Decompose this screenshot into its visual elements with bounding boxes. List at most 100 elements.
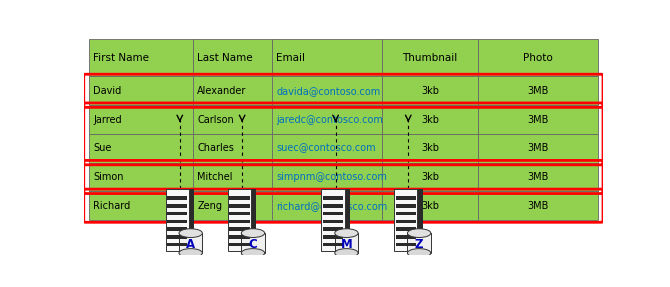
Bar bbox=[193, 76, 272, 105]
Text: 3MB: 3MB bbox=[527, 86, 549, 96]
Bar bbox=[478, 76, 598, 105]
Bar bbox=[89, 191, 193, 220]
Ellipse shape bbox=[241, 229, 265, 237]
Text: M: M bbox=[340, 238, 352, 251]
Bar bbox=[478, 134, 598, 163]
Text: First Name: First Name bbox=[93, 53, 149, 63]
Text: 3kb: 3kb bbox=[421, 115, 439, 125]
Text: 3MB: 3MB bbox=[527, 201, 549, 211]
Text: davida@contoso.com: davida@contoso.com bbox=[276, 86, 381, 96]
Bar bbox=[167, 197, 188, 200]
Bar bbox=[193, 134, 272, 163]
Bar bbox=[167, 227, 188, 231]
Text: Last Name: Last Name bbox=[198, 53, 253, 63]
Bar bbox=[167, 212, 188, 216]
Text: A: A bbox=[186, 238, 195, 251]
Bar bbox=[89, 134, 193, 163]
Bar bbox=[395, 197, 416, 200]
Bar bbox=[323, 220, 343, 223]
Bar bbox=[478, 39, 598, 76]
Text: 3kb: 3kb bbox=[421, 172, 439, 182]
Bar bbox=[395, 243, 416, 246]
Bar bbox=[228, 189, 251, 251]
Bar bbox=[89, 163, 193, 191]
Bar bbox=[89, 39, 193, 76]
Bar bbox=[167, 204, 188, 208]
Bar bbox=[395, 212, 416, 216]
Text: Simon: Simon bbox=[93, 172, 123, 182]
Bar bbox=[381, 39, 478, 76]
Bar bbox=[323, 227, 343, 231]
Bar bbox=[323, 235, 343, 238]
Text: C: C bbox=[249, 238, 257, 251]
Bar bbox=[323, 204, 343, 208]
Bar bbox=[193, 191, 272, 220]
Bar bbox=[229, 220, 250, 223]
Bar bbox=[229, 204, 250, 208]
Ellipse shape bbox=[179, 249, 202, 257]
Text: Alexander: Alexander bbox=[198, 86, 247, 96]
Bar bbox=[165, 189, 189, 251]
Ellipse shape bbox=[179, 229, 202, 237]
Bar bbox=[394, 189, 417, 251]
Bar bbox=[229, 212, 250, 216]
Ellipse shape bbox=[241, 249, 265, 257]
Bar bbox=[189, 189, 194, 251]
Bar bbox=[395, 204, 416, 208]
Bar bbox=[229, 227, 250, 231]
Bar bbox=[272, 76, 381, 105]
Bar bbox=[167, 235, 188, 238]
Bar bbox=[193, 105, 272, 134]
Bar bbox=[417, 189, 423, 251]
Bar bbox=[395, 220, 416, 223]
Text: Email: Email bbox=[276, 53, 306, 63]
Text: 3MB: 3MB bbox=[527, 172, 549, 182]
Bar bbox=[179, 233, 202, 253]
Bar bbox=[272, 105, 381, 134]
Bar bbox=[345, 189, 350, 251]
Bar bbox=[229, 235, 250, 238]
Text: Mitchel: Mitchel bbox=[198, 172, 233, 182]
Bar bbox=[323, 197, 343, 200]
Bar bbox=[89, 76, 193, 105]
Text: Zeng: Zeng bbox=[198, 201, 222, 211]
Bar bbox=[272, 191, 381, 220]
Bar bbox=[272, 134, 381, 163]
Bar bbox=[193, 39, 272, 76]
Text: Carlson: Carlson bbox=[198, 115, 234, 125]
Text: Photo: Photo bbox=[523, 53, 553, 63]
Text: 3kb: 3kb bbox=[421, 86, 439, 96]
Bar bbox=[381, 76, 478, 105]
Text: 3kb: 3kb bbox=[421, 143, 439, 153]
Text: jaredc@contosco.com: jaredc@contosco.com bbox=[276, 115, 383, 125]
Bar bbox=[323, 243, 343, 246]
Text: Z: Z bbox=[415, 238, 423, 251]
Text: richard@contosco.com: richard@contosco.com bbox=[276, 201, 387, 211]
Bar bbox=[381, 163, 478, 191]
Bar bbox=[272, 39, 381, 76]
Bar bbox=[89, 105, 193, 134]
Bar bbox=[335, 233, 358, 253]
Text: Charles: Charles bbox=[198, 143, 234, 153]
Bar bbox=[395, 235, 416, 238]
Bar bbox=[323, 212, 343, 216]
Bar bbox=[381, 134, 478, 163]
Bar bbox=[229, 243, 250, 246]
Bar bbox=[241, 233, 265, 253]
Text: 3MB: 3MB bbox=[527, 143, 549, 153]
Text: Sue: Sue bbox=[93, 143, 111, 153]
Text: Richard: Richard bbox=[93, 201, 131, 211]
Bar bbox=[478, 105, 598, 134]
Bar bbox=[229, 197, 250, 200]
Bar bbox=[407, 233, 431, 253]
Text: simpnm@contoso.com: simpnm@contoso.com bbox=[276, 172, 387, 182]
Ellipse shape bbox=[407, 229, 431, 237]
Text: Thumbnail: Thumbnail bbox=[402, 53, 458, 63]
Bar bbox=[167, 220, 188, 223]
Bar bbox=[322, 189, 345, 251]
Bar bbox=[381, 191, 478, 220]
Text: Jarred: Jarred bbox=[93, 115, 122, 125]
Bar bbox=[478, 163, 598, 191]
Bar bbox=[381, 105, 478, 134]
Ellipse shape bbox=[407, 249, 431, 257]
